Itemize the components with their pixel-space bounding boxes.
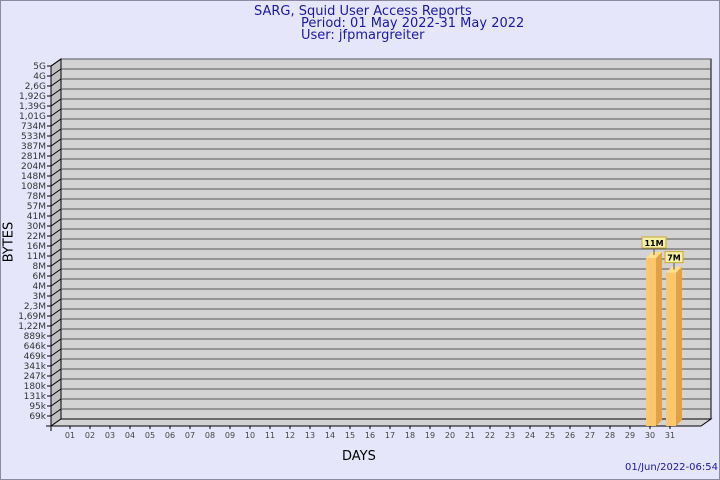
y-tick-label: 8M xyxy=(33,262,47,272)
x-tick-label: 11 xyxy=(265,431,275,440)
y-tick-label: 281M xyxy=(21,152,46,162)
y-tick-label: 533M xyxy=(21,132,46,142)
y-tick-label: 1,01G xyxy=(19,112,46,122)
x-tick-label: 18 xyxy=(405,431,415,440)
y-tick-label: 30M xyxy=(27,222,46,232)
x-tick-label: 13 xyxy=(305,431,315,440)
x-tick-label: 05 xyxy=(145,431,155,440)
x-tick-label: 24 xyxy=(525,431,535,440)
x-tick-label: 28 xyxy=(605,431,615,440)
x-tick-label: 12 xyxy=(285,431,295,440)
x-tick-label: 08 xyxy=(205,431,215,440)
y-tick-label: 131k xyxy=(24,392,47,402)
y-tick-label: 148M xyxy=(21,172,46,182)
x-tick-label: 14 xyxy=(325,431,335,440)
y-tick-label: 341k xyxy=(24,362,47,372)
y-tick-label: 57M xyxy=(27,202,46,212)
data-label-box xyxy=(664,251,684,264)
y-tick-label: 5G xyxy=(33,62,46,72)
bar-side xyxy=(656,252,662,426)
x-tick-label: 07 xyxy=(185,431,195,440)
x-tick-label: 19 xyxy=(425,431,435,440)
y-tick-label: 11M xyxy=(27,252,46,262)
y-tick-label: 204M xyxy=(21,162,46,172)
x-tick-label: 20 xyxy=(445,431,455,440)
y-tick-label: 2,6G xyxy=(25,82,46,92)
y-tick-label: 16M xyxy=(27,242,46,252)
timestamp: 01/Jun/2022-06:54 xyxy=(625,462,718,473)
y-tick-label: 3M xyxy=(33,292,47,302)
y-tick-label: 4G xyxy=(33,72,46,82)
x-tick-label: 23 xyxy=(505,431,515,440)
x-tick-label: 27 xyxy=(585,431,595,440)
report-user: User: jfpmargreiter xyxy=(301,28,425,43)
x-tick-label: 22 xyxy=(485,431,495,440)
y-tick-label: 108M xyxy=(21,182,46,192)
x-tick-label: 30 xyxy=(645,431,655,440)
x-tick-label: 21 xyxy=(465,431,475,440)
y-tick-label: 41M xyxy=(27,212,46,222)
y-tick-label: 4M xyxy=(33,282,47,292)
y-tick-label: 247k xyxy=(24,372,47,382)
y-tick-label: 387M xyxy=(21,142,46,152)
x-tick-label: 06 xyxy=(165,431,175,440)
x-tick-label: 03 xyxy=(105,431,115,440)
y-tick-label: 469k xyxy=(24,352,47,362)
report-period: Period: 01 May 2022-31 May 2022 xyxy=(301,16,525,31)
x-tick-label: 25 xyxy=(545,431,555,440)
x-tick-label: 01 xyxy=(65,431,75,440)
y-tick-label: 6M xyxy=(33,272,47,282)
y-tick-label: 180k xyxy=(24,382,47,392)
x-tick-label: 09 xyxy=(225,431,235,440)
y-tick-label: 69k xyxy=(29,412,46,422)
y-tick-label: 889k xyxy=(24,332,47,342)
x-tick-label: 26 xyxy=(565,431,575,440)
bar xyxy=(666,272,676,426)
y-tick-label: 1,92G xyxy=(19,92,46,102)
x-tick-label: 31 xyxy=(665,431,675,440)
y-tick-label: 78M xyxy=(27,192,46,202)
data-label: 11M xyxy=(644,239,663,248)
y-tick-label: 95k xyxy=(29,402,46,412)
x-tick-label: 16 xyxy=(365,431,375,440)
data-label: 7M xyxy=(667,254,681,263)
y-tick-label: 22M xyxy=(27,232,46,242)
bar-side xyxy=(676,266,682,426)
data-label-box xyxy=(641,236,667,249)
x-tick-label: 10 xyxy=(245,431,255,440)
x-tick-label: 15 xyxy=(345,431,355,440)
report-title: SARG, Squid User Access Reports xyxy=(254,4,472,19)
y-tick-label: 1,22M xyxy=(18,322,46,332)
bar xyxy=(646,258,656,426)
y-tick-label: 2,3M xyxy=(24,302,46,312)
y-tick-label: 646k xyxy=(24,342,47,352)
x-axis-label: DAYS xyxy=(342,449,376,464)
x-tick-label: 04 xyxy=(125,431,135,440)
y-tick-label: 1,39G xyxy=(19,102,46,112)
y-tick-label: 1,69M xyxy=(18,312,46,322)
x-tick-label: 29 xyxy=(625,431,635,440)
x-tick-label: 17 xyxy=(385,431,395,440)
x-tick-label: 02 xyxy=(85,431,95,440)
y-tick-label: 734M xyxy=(21,122,46,132)
y-axis-label: BYTES xyxy=(1,221,17,263)
plot-floor xyxy=(49,418,713,427)
